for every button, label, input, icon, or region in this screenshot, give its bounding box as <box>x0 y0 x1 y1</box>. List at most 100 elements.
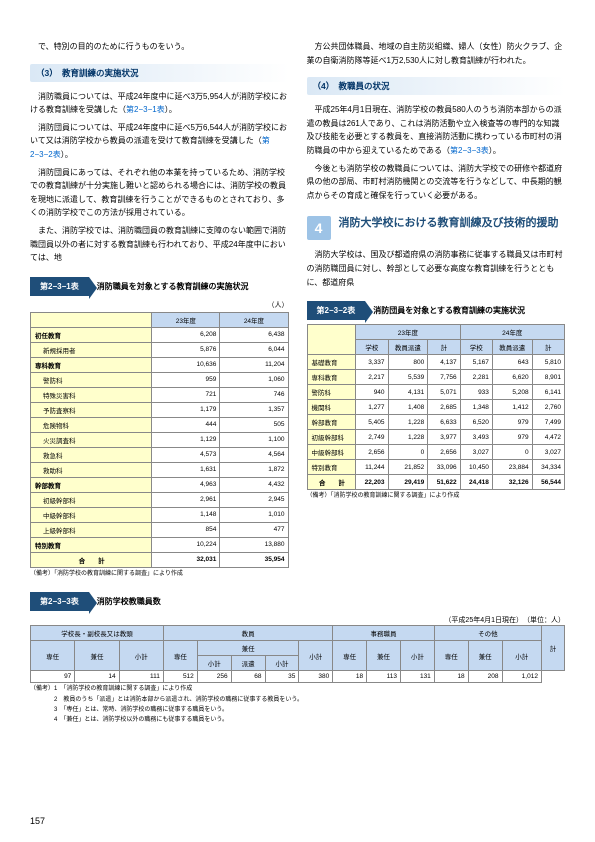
row-label: 幹部教育 <box>307 415 356 430</box>
row-label: 上級幹部科 <box>31 522 152 537</box>
table-row: 専科教育2,2175,5397,7562,2816,6208,901 <box>307 370 565 385</box>
row-label: 特別教育 <box>31 537 152 552</box>
cell: 6,438 <box>220 327 288 342</box>
t3-caption: 消防学校教職員数 <box>97 596 161 607</box>
section-title: 消防大学校における教育訓練及び技術的援助 <box>339 216 559 230</box>
row-label: 幹部教育 <box>31 477 152 492</box>
cell: 4,573 <box>152 447 220 462</box>
t1-caption: 消防職員を対象とする教育訓練の実施状況 <box>97 281 249 292</box>
table-row: 9714111512256683538018113131182081,012 <box>31 671 565 683</box>
cell: 6,208 <box>152 327 220 342</box>
t3-label: 第2−3−3表 <box>30 592 89 611</box>
cell: 18 <box>333 671 367 683</box>
row-label: 警防科 <box>307 385 356 400</box>
cell: 4,432 <box>220 477 288 492</box>
para-l1: 消防職員については、平成24年度中に延べ3万5,954人が消防学校における教育訓… <box>30 90 289 117</box>
row-label: 新規採用者 <box>31 342 152 357</box>
table-row: 予防査察科1,1791,357 <box>31 402 289 417</box>
row-label: 救急科 <box>31 447 152 462</box>
cell: 208 <box>468 671 502 683</box>
cell: 380 <box>299 671 333 683</box>
table-row: 上級幹部科854477 <box>31 522 289 537</box>
section-4-box: 4 消防大学校における教育訓練及び技術的援助 <box>307 216 566 240</box>
section-num: 4 <box>307 216 331 240</box>
link-t1[interactable]: 第2−3−1表 <box>126 105 165 114</box>
t2-note: （備考）「消防学校の教育訓練に関する調査」により作成 <box>307 492 566 500</box>
para-l4: また、消防学校では、消防職団員の教育訓練に支障のない範囲で消防職団員以外の者に対… <box>30 224 289 265</box>
cell: 111 <box>119 671 163 683</box>
total-row: 合 計32,03135,954 <box>31 552 289 567</box>
cell: 14 <box>75 671 119 683</box>
table-row: 初級幹部科2,9612,945 <box>31 492 289 507</box>
table-row: 救急科4,5734,564 <box>31 447 289 462</box>
cell: 6,044 <box>220 342 288 357</box>
t1-header: 第2−3−1表 消防職員を対象とする教育訓練の実施状況 <box>30 277 289 296</box>
row-label: 初級幹部科 <box>307 430 356 445</box>
table-row: 機関科1,2771,4082,6851,3481,4122,760 <box>307 400 565 415</box>
table-row: 幹部教育5,4051,2286,6336,5209797,499 <box>307 415 565 430</box>
left-column: で、特別の目的のために行うものをいう。 （3） 教育訓練の実施状況 消防職員につ… <box>30 40 289 578</box>
link-t3[interactable]: 第2−3−3表 <box>450 146 489 155</box>
para-l3: 消防団員にあっては、それぞれ他の本業を持っているため、消防学校での教育訓練が十分… <box>30 166 289 220</box>
table-3: 学校長・副校長又は教頭 教員 事務職員 その他 計 専任 兼任 小計 専任 兼任… <box>30 625 565 683</box>
table-row: 特別教育11,24421,85233,09610,45023,88434,334 <box>307 460 565 475</box>
note-line: 4 「兼任」とは、消防学校以外の職務にも従事する職員をいう。 <box>30 716 565 724</box>
row-label: 機関科 <box>307 400 356 415</box>
table-2: 23年度 24年度 学校 教員派遣 計 学校 教員派遣 計 基礎教育3,3378… <box>307 324 566 490</box>
cell: 10,224 <box>152 537 220 552</box>
cell: 4,564 <box>220 447 288 462</box>
cell: 68 <box>231 671 265 683</box>
row-label: 中級幹部科 <box>31 507 152 522</box>
t1-unit: （人） <box>30 300 289 310</box>
table-row: 火災調査科1,1291,100 <box>31 432 289 447</box>
cell: 2,945 <box>220 492 288 507</box>
t2-caption: 消防団員を対象とする教育訓練の実施状況 <box>373 305 525 316</box>
cell: 959 <box>152 372 220 387</box>
cell: 5,876 <box>152 342 220 357</box>
two-column-layout: で、特別の目的のために行うものをいう。 （3） 教育訓練の実施状況 消防職員につ… <box>30 40 565 578</box>
cell: 13,880 <box>220 537 288 552</box>
row-label: 初級幹部科 <box>31 492 152 507</box>
cell: 11,204 <box>220 357 288 372</box>
row-label: 警防科 <box>31 372 152 387</box>
cell: 1,148 <box>152 507 220 522</box>
cell: 512 <box>163 671 197 683</box>
table-row: 初任教育6,2086,438 <box>31 327 289 342</box>
note-line: 2 教員のうち「派遣」とは消防本部から派遣され、消防学校の職務に従事する教員をい… <box>30 696 565 704</box>
para-r4: 消防大学校は、国及び都道府県の消防事務に従事する職員又は市町村の消防職団員に対し… <box>307 248 566 289</box>
t3-notes: （備考）1 「消防学校の教育訓練に関する調査」により作成 2 教員のうち「派遣」… <box>30 685 565 725</box>
cell: 444 <box>152 417 220 432</box>
note-line: 3 「専任」とは、常時、消防学校の職務に従事する職員をいう。 <box>30 706 565 714</box>
cell: 10,636 <box>152 357 220 372</box>
cell: 18 <box>434 671 468 683</box>
table-row: 新規採用者5,8766,044 <box>31 342 289 357</box>
cell: 1,100 <box>220 432 288 447</box>
cell: 1,012 <box>502 671 541 683</box>
cell: 477 <box>220 522 288 537</box>
para-l2: 消防団員については、平成24年度中に延べ5万6,544人が消防学校において又は消… <box>30 121 289 162</box>
cell: 746 <box>220 387 288 402</box>
cell: 1,060 <box>220 372 288 387</box>
table-row: 特殊災害科721746 <box>31 387 289 402</box>
table-row: 特別教育10,22413,880 <box>31 537 289 552</box>
t1-note: （備考）「消防学校の教育訓練に関する調査」により作成 <box>30 570 289 578</box>
table-row: 基礎教育3,3378004,1375,1676435,810 <box>307 355 565 370</box>
table-row: 警防科9591,060 <box>31 372 289 387</box>
t3-header: 第2−3−3表 消防学校教職員数 <box>30 592 565 611</box>
cell: 721 <box>152 387 220 402</box>
t1-label: 第2−3−1表 <box>30 277 89 296</box>
row-label: 特別教育 <box>307 460 356 475</box>
cell: 1,872 <box>220 462 288 477</box>
page-number: 157 <box>30 816 45 826</box>
cell: 35 <box>265 671 299 683</box>
row-label: 専科教育 <box>31 357 152 372</box>
row-label: 初任教育 <box>31 327 152 342</box>
cell: 131 <box>400 671 434 683</box>
cell: 113 <box>367 671 401 683</box>
cell: 2,961 <box>152 492 220 507</box>
para-r2: 平成25年4月1日現在、消防学校の教員580人のうち消防本部からの派遣の教員は2… <box>307 103 566 157</box>
t2-header: 第2−3−2表 消防団員を対象とする教育訓練の実施状況 <box>307 301 566 320</box>
cell: 256 <box>197 671 231 683</box>
table-row: 中級幹部科1,1481,010 <box>31 507 289 522</box>
cell: 1,631 <box>152 462 220 477</box>
